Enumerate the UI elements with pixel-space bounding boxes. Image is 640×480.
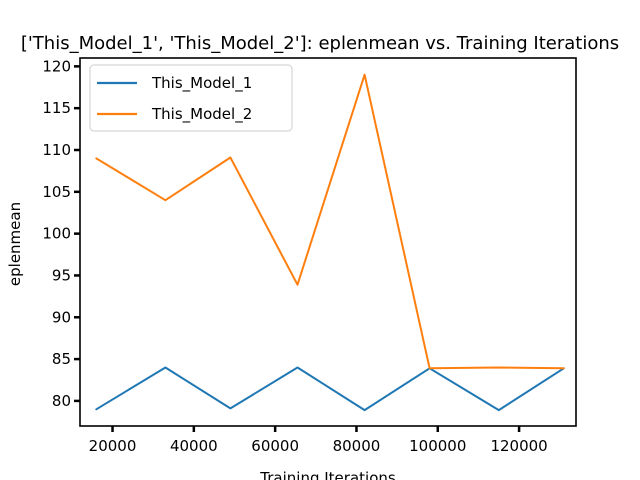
y-tick-label: 115 <box>42 99 71 117</box>
series-lines <box>95 73 565 412</box>
x-axis-label: Training Iterations <box>259 469 396 480</box>
y-tick-label: 95 <box>52 266 71 284</box>
y-axis-label: eplenmean <box>6 202 24 286</box>
legend-box <box>89 64 293 132</box>
x-axis-ticks: 20000 40000 60000 80000 100000 120000 <box>89 426 548 455</box>
legend-label: This_Model_1 <box>151 74 252 93</box>
y-tick-label: 105 <box>42 183 71 201</box>
series-line-This_Model_1 <box>95 366 565 412</box>
y-tick-label: 110 <box>42 141 71 159</box>
y-tick-label: 90 <box>52 308 71 326</box>
series-line-This_Model_2 <box>95 73 565 370</box>
y-tick-label: 80 <box>52 392 71 410</box>
legend-label: This_Model_2 <box>151 105 252 124</box>
y-tick-label: 100 <box>42 225 71 243</box>
x-tick-label: 120000 <box>490 437 547 455</box>
y-tick-label: 85 <box>52 350 71 368</box>
chart-title: ['This_Model_1', 'This_Model_2']: eplenm… <box>21 33 619 54</box>
x-tick-label: 80000 <box>333 437 381 455</box>
plot-area-border <box>79 57 577 427</box>
plot-frame <box>79 57 577 427</box>
x-tick-label: 60000 <box>251 437 299 455</box>
x-tick-label: 100000 <box>409 437 466 455</box>
y-tick-label: 120 <box>42 57 71 75</box>
x-tick-label: 20000 <box>89 437 137 455</box>
x-tick-label: 40000 <box>170 437 218 455</box>
legend: This_Model_1 This_Model_2 <box>89 64 293 132</box>
y-axis-ticks: 80 85 90 95 100 105 110 115 120 <box>42 57 80 410</box>
